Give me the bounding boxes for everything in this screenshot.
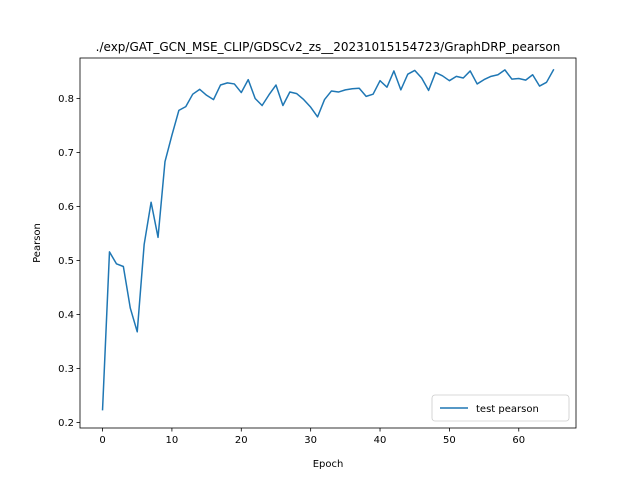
y-tick-label: 0.4: [58, 310, 74, 321]
x-tick-label: 40: [374, 435, 387, 446]
x-tick-label: 60: [512, 435, 525, 446]
legend-label: test pearson: [476, 404, 539, 415]
legend-box: [431, 394, 570, 422]
x-tick-label: 20: [235, 435, 248, 446]
y-tick-label: 0.8: [58, 94, 74, 105]
y-tick-label: 0.6: [58, 202, 74, 213]
y-tick-label: 0.5: [58, 256, 74, 267]
y-axis-ticks: 0.2 0.3 0.4 0.5 0.6 0.7 0.8: [58, 94, 80, 429]
series-line-0: [101, 68, 555, 411]
x-axis-ticks: 0 10 20 30 40 50 60: [99, 428, 525, 446]
x-tick-label: 10: [166, 435, 179, 446]
x-tick-label: 30: [304, 435, 317, 446]
y-tick-label: 0.2: [58, 418, 74, 429]
x-axis-label: Epoch: [313, 459, 344, 470]
legend: test pearson: [431, 394, 570, 422]
y-tick-label: 0.7: [58, 148, 74, 159]
y-axis-label: Pearson: [32, 223, 43, 263]
plot-area: [80, 58, 576, 428]
chart-title: ./exp/GAT_GCN_MSE_CLIP/GDSCv2_zs__202310…: [96, 40, 561, 54]
x-tick-label: 0: [99, 435, 105, 446]
x-tick-label: 50: [443, 435, 456, 446]
y-tick-label: 0.3: [58, 364, 74, 375]
series-group: [101, 68, 555, 411]
plot-frame: [79, 57, 577, 429]
